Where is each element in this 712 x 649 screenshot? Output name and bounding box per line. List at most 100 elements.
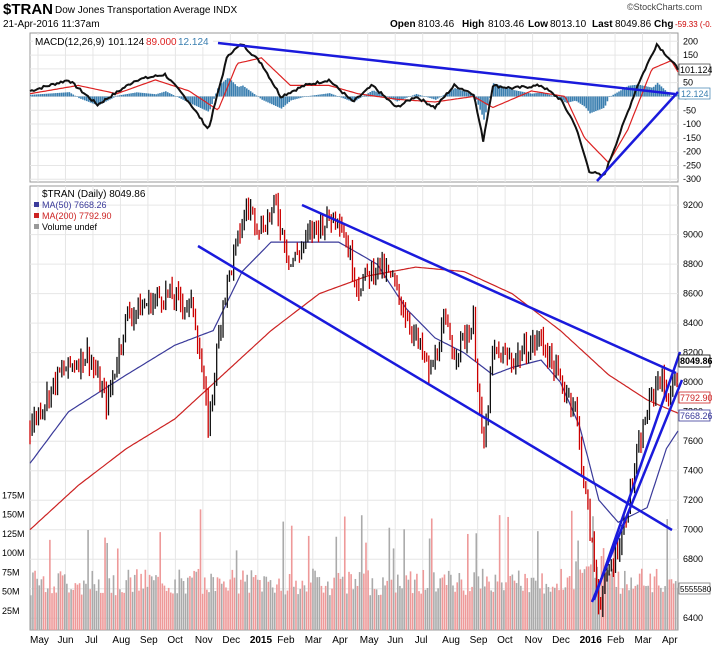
x-tick-label: May [360, 635, 379, 646]
macd-histogram-bar [620, 90, 622, 97]
volume-bar [167, 587, 170, 630]
last-value: 8049.86 [615, 19, 652, 30]
volume-bar [647, 585, 649, 630]
volume-bar [254, 575, 257, 630]
volume-bar [441, 577, 444, 630]
volume-bar [278, 578, 280, 630]
volume-bar [517, 570, 520, 630]
volume-bar [40, 579, 43, 630]
macd-histogram-bar [456, 88, 458, 97]
volume-bar [594, 577, 596, 630]
price-bars [29, 192, 678, 618]
macd-histogram-bar [170, 94, 173, 97]
volume-bar [265, 576, 268, 630]
macd-legend: MACD(12,26,9) 101.124 89.000 12.124 [33, 35, 213, 48]
price-panel: 9200900088008600840082008000780076007400… [2, 185, 712, 646]
volume-bar [607, 570, 609, 630]
macd-histogram-bar [564, 96, 566, 103]
macd-histogram-bar [153, 94, 156, 97]
macd-histogram-bar [97, 96, 100, 106]
volume-bar [210, 573, 212, 630]
price-tick-label: 7400 [683, 466, 703, 476]
macd-histogram-bar [120, 94, 123, 97]
macd-histogram-bar [49, 93, 51, 97]
macd-histogram-bar [371, 90, 373, 97]
volume-tick-label: 75M [2, 567, 20, 577]
volume-bar [256, 579, 259, 630]
macd-histogram-bar [247, 89, 250, 97]
macd-histogram-bar [415, 93, 418, 97]
volume-bar [327, 581, 329, 630]
macd-tags: 101.124 12.124 [678, 63, 712, 100]
volume-bar [403, 529, 405, 630]
macd-histogram-bar [602, 96, 605, 109]
macd-histogram-bar [122, 94, 125, 97]
macd-histogram-bar [141, 92, 144, 97]
volume-bar [176, 593, 178, 630]
macd-histogram-bar [163, 91, 165, 97]
x-tick-label: 2016 [580, 635, 603, 646]
volume-bar [433, 572, 435, 630]
macd-histogram-bar [319, 94, 321, 97]
volume-tag-text: 5555580 [680, 585, 712, 594]
macd-histogram-bar [616, 92, 618, 97]
macd-histogram-bar [246, 88, 248, 97]
volume-bar [645, 586, 647, 630]
price-frame [29, 185, 679, 631]
macd-histogram-bar [193, 96, 196, 106]
macd-histogram-bar [433, 96, 435, 100]
volume-bar [492, 591, 495, 630]
macd-histogram-bar [568, 96, 570, 103]
volume-bar [505, 582, 507, 630]
macd-histogram-bar [658, 84, 661, 97]
volume-bar [579, 569, 582, 630]
volume-bar [513, 580, 516, 630]
macd-histogram-bar [41, 94, 44, 97]
volume-bar [227, 590, 229, 630]
volume-bar [562, 589, 565, 630]
volume-bar [416, 573, 418, 630]
volume-bar [93, 584, 96, 630]
macd-histogram-bar [230, 80, 233, 97]
volume-bar [74, 583, 77, 630]
volume-bar [146, 586, 149, 630]
macd-histogram-bar [676, 95, 678, 97]
macd-histogram-bar [543, 92, 545, 97]
price-tick-label: 6400 [683, 613, 703, 623]
volume-bar [104, 537, 106, 630]
volume-bar [473, 572, 475, 630]
macd-histogram-bar [78, 96, 80, 99]
macd-histogram-bar [282, 96, 285, 107]
volume-bar [407, 579, 410, 630]
macd-histogram-bar [147, 93, 150, 97]
macd-panel: 200150100500-50-100-150-200-250-300 MACD… [29, 32, 712, 184]
volume-bar [131, 591, 134, 630]
volume-bar [384, 585, 386, 630]
volume-bar [575, 561, 577, 630]
macd-histogram-bar [132, 92, 134, 97]
macd-histogram-bar [174, 95, 177, 97]
volume-bar [155, 575, 157, 630]
macd-value: 101.124 [108, 37, 145, 48]
volume-bar [310, 582, 312, 630]
x-tick-label: Dec [222, 635, 240, 646]
volume-bar [426, 587, 429, 630]
volume-bar [621, 588, 624, 630]
macd-histogram-bar [467, 92, 470, 97]
volume-bar [182, 581, 185, 630]
volume-bar [424, 589, 427, 630]
macd-histogram-bar [30, 94, 32, 97]
volume-bar [520, 585, 522, 630]
volume-bar [475, 533, 478, 630]
volume-bar [184, 593, 187, 630]
volume-bar [136, 569, 138, 630]
macd-histogram-bar [215, 93, 217, 97]
volume-bar [454, 591, 456, 630]
macd-histogram-bar [136, 92, 138, 97]
open-label: Open [390, 19, 416, 30]
volume-bar [180, 578, 183, 630]
macd-histogram-bar [629, 85, 632, 97]
volume-bar [220, 583, 223, 630]
macd-histogram-bar [381, 94, 383, 97]
macd-histogram-bar [560, 96, 562, 99]
